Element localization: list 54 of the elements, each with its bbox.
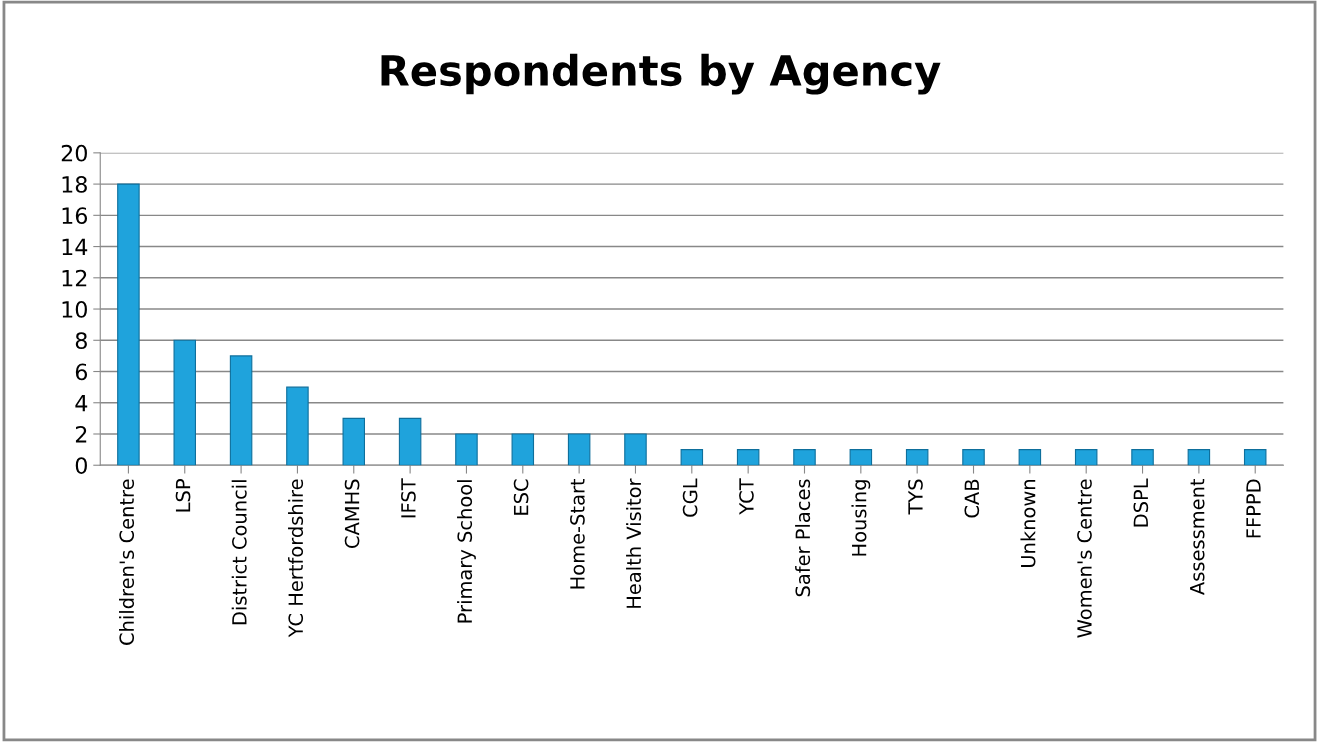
x-tick-label: IFST: [401, 478, 416, 518]
chart-title: Respondents by Agency: [381, 53, 941, 95]
y-tick-label: 20: [61, 144, 87, 162]
bar: [567, 433, 591, 466]
x-tick-label: Primary School: [457, 480, 476, 623]
bar: [229, 355, 253, 466]
y-tick-label: 14: [62, 238, 88, 256]
y-tick-label: 6: [75, 363, 88, 381]
bar: [1187, 449, 1211, 466]
x-tick-label: Assessment: [1190, 478, 1205, 595]
x-tick-label: Women's Centre: [1077, 479, 1092, 638]
x-tick-label: LSP: [175, 479, 191, 512]
bar: [1131, 449, 1154, 466]
x-tick-label: CGL: [682, 478, 698, 517]
bar: [849, 449, 873, 466]
x-tick-label: ESC: [513, 479, 529, 515]
bar: [793, 449, 816, 466]
x-tick-label: CAB: [964, 479, 980, 518]
bar: [455, 433, 478, 466]
x-tick-label: Housing: [851, 480, 871, 556]
bar: [1243, 449, 1267, 466]
x-tick-label: Health Visitor: [626, 478, 642, 608]
x-tick-label: TYS: [908, 479, 923, 515]
x-tick-label: Children's Centre: [119, 479, 135, 645]
bar: [624, 433, 647, 466]
y-tick-label: 4: [75, 395, 88, 412]
bar: [117, 183, 140, 466]
x-tick-label: YCT: [739, 478, 754, 515]
bar: [398, 417, 422, 466]
x-tick-label: DSPL: [1133, 478, 1149, 527]
bar: [511, 433, 535, 466]
x-tick-label: CAMHS: [344, 479, 360, 548]
bar: [962, 449, 985, 466]
y-tick-label: 8: [75, 332, 87, 350]
bar: [173, 339, 197, 466]
bar: [736, 449, 760, 466]
bar: [342, 417, 366, 466]
y-tick-label: 10: [62, 300, 87, 318]
y-tick-label: 0: [75, 457, 87, 474]
y-tick-label: 16: [62, 207, 88, 225]
x-tick-label: Safer Places: [795, 479, 811, 597]
x-tick-label: FFPPD: [1246, 479, 1261, 538]
bar: [680, 449, 704, 466]
bar: [1018, 449, 1042, 466]
bar: [905, 449, 929, 466]
x-tick-label: YC Hertfordshire: [288, 479, 304, 638]
y-tick-label: 18: [62, 176, 87, 193]
x-tick-label: Unknown: [1020, 480, 1036, 567]
bar: [286, 386, 309, 466]
y-tick-label: 12: [62, 269, 87, 287]
x-tick-label: Home-Start: [570, 478, 585, 589]
x-tick-label: District Council: [231, 480, 247, 625]
y-tick-label: 2: [75, 425, 87, 443]
bar: [1074, 449, 1098, 466]
